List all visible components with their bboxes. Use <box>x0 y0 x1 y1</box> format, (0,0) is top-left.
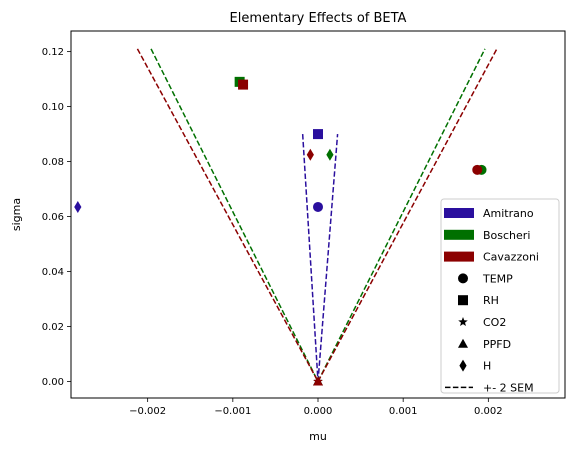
sem-line-right <box>317 134 339 382</box>
legend: Amitrano Boscheri Cavazzoni TEMP RH CO2 PPFD H +… <box>440 198 560 394</box>
y-tick-label: 0.10 <box>42 102 64 113</box>
legend-box <box>440 198 560 394</box>
sem-line-left <box>301 134 319 382</box>
data-point-diamond <box>306 148 314 161</box>
data-point-triangle <box>313 376 323 386</box>
legend-label: Amitrano <box>483 207 534 220</box>
legend-marker-triangle <box>458 338 468 348</box>
plot-area <box>74 48 498 386</box>
y-tick-label: 0.06 <box>42 212 64 223</box>
legend-label: PPFD <box>483 338 511 351</box>
data-point-circle <box>313 201 323 212</box>
data-point-diamond <box>326 148 334 161</box>
data-point-diamond <box>74 200 82 213</box>
data-point-square <box>313 129 323 140</box>
y-tick-label: 0.04 <box>42 267 64 278</box>
legend-label: +- 2 SEM <box>483 381 534 394</box>
sem-line-right <box>317 48 486 382</box>
legend-label: CO2 <box>483 316 506 329</box>
sem-line-left <box>150 48 319 382</box>
legend-marker-circle <box>458 273 468 284</box>
y-tick-label: 0.12 <box>42 47 64 58</box>
y-tick-label: 0.00 <box>42 377 64 388</box>
y-tick-label: 0.02 <box>42 322 64 333</box>
series-amitrano <box>74 129 339 386</box>
legend-swatch <box>444 251 474 262</box>
legend-label: TEMP <box>482 272 513 285</box>
x-tick-label: 0.000 <box>304 406 333 417</box>
y-axis: 0.00 0.02 0.04 0.06 0.08 0.10 0.12 <box>42 47 71 388</box>
legend-label: RH <box>483 294 499 307</box>
data-point-circle <box>472 164 483 175</box>
chart-title: Elementary Effects of BETA <box>230 11 407 26</box>
x-axis-label: mu <box>309 430 327 443</box>
x-tick-label: 0.002 <box>474 406 503 417</box>
legend-marker-diamond <box>459 359 467 372</box>
x-axis: −0.002 −0.001 0.000 0.001 0.002 <box>129 398 503 417</box>
legend-label: Cavazzoni <box>483 251 539 264</box>
data-point-square <box>238 79 249 90</box>
legend-marker-square <box>458 295 468 306</box>
legend-label: H <box>483 360 491 373</box>
legend-marker-star <box>458 317 468 327</box>
x-tick-label: 0.001 <box>389 406 418 417</box>
y-axis-label: sigma <box>10 198 23 231</box>
x-tick-label: −0.002 <box>129 406 166 417</box>
legend-swatch <box>444 229 474 240</box>
y-tick-label: 0.08 <box>42 157 64 168</box>
legend-label: Boscheri <box>483 229 530 242</box>
series-cavazzoni <box>136 48 498 386</box>
x-tick-label: −0.001 <box>214 406 251 417</box>
legend-swatch <box>444 208 474 218</box>
